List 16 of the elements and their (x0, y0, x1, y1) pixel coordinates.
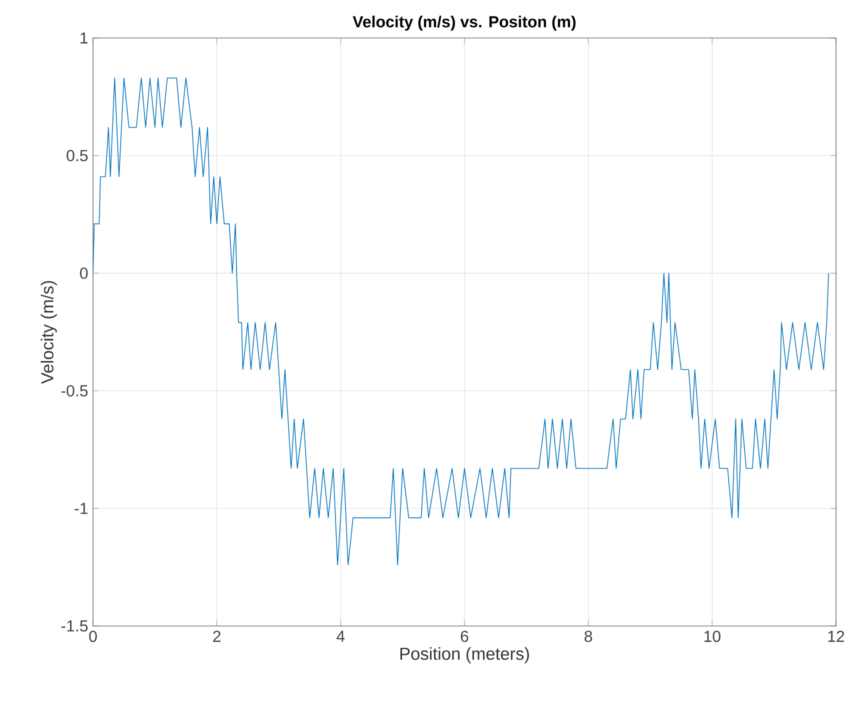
y-tick-label: -1 (74, 502, 88, 514)
y-tick-label: 0.5 (66, 150, 88, 162)
x-tick-label: 12 (828, 630, 844, 642)
y-axis-title: Velocity (m/s) (40, 281, 57, 384)
y-tick-label: 1 (80, 32, 88, 44)
y-tick-label: -1.5 (61, 620, 88, 632)
x-tick-label: 4 (336, 630, 345, 642)
x-tick-label: 2 (213, 630, 220, 642)
y-tick-label: 0 (80, 268, 88, 279)
chart-title: Velocity (m/s) vs. Positon (m) (352, 16, 576, 31)
x-tick-label: 10 (704, 630, 720, 642)
x-tick-label: 8 (584, 630, 592, 642)
x-axis-title: Position (meters) (400, 647, 529, 664)
x-tick-label: 6 (460, 630, 468, 642)
x-tick-label: 0 (89, 630, 97, 642)
y-tick-label: -0.5 (61, 385, 88, 396)
